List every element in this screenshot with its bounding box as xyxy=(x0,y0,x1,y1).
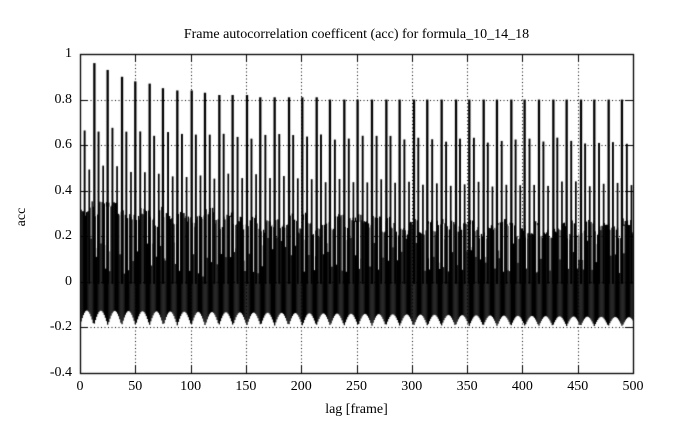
x-tick-label: 150 xyxy=(235,379,257,394)
x-tick-label: 0 xyxy=(76,379,84,394)
x-tick-label: 500 xyxy=(622,379,644,394)
x-tick-label: 300 xyxy=(401,379,423,394)
y-tick-label: 0.4 xyxy=(54,182,73,198)
x-tick-label: 450 xyxy=(567,379,589,394)
x-tick-label: 200 xyxy=(290,379,312,394)
y-tick-label: 0.2 xyxy=(54,228,73,244)
y-tick-label: 0.8 xyxy=(54,91,73,107)
y-tick-label: -0.4 xyxy=(49,365,72,380)
y-tick-label: 0.6 xyxy=(54,137,73,153)
y-tick-label: -0.2 xyxy=(49,319,72,335)
x-tick-label: 50 xyxy=(128,379,143,394)
x-tick-label: 400 xyxy=(511,379,533,394)
y-tick-label: 1 xyxy=(65,46,72,61)
chart-title: Frame autocorrelation coefficent (acc) f… xyxy=(183,27,530,42)
x-tick-label: 100 xyxy=(180,379,202,394)
y-tick-label: 0 xyxy=(65,273,72,289)
x-axis-label: lag [frame] xyxy=(325,402,388,417)
x-tick-label: 350 xyxy=(456,379,478,394)
x-tick-label: 250 xyxy=(346,379,367,394)
